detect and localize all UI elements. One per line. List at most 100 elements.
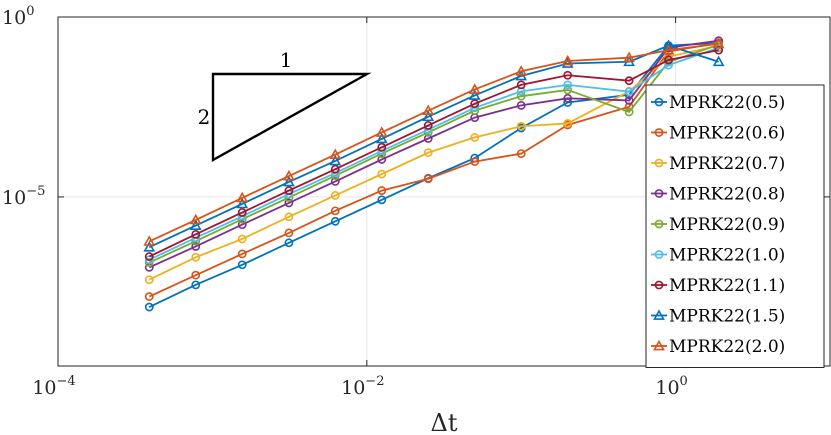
series-line	[148, 42, 719, 243]
data-point	[284, 186, 294, 195]
data-point	[284, 238, 294, 248]
data-point	[468, 83, 481, 94]
data-point	[284, 228, 294, 238]
data-point	[422, 104, 435, 116]
data-point	[714, 45, 724, 55]
data-point	[329, 154, 342, 166]
data-point	[283, 175, 295, 187]
slope-triangle-side-label: 2	[198, 105, 211, 129]
legend-label: MPRK22(1.1)	[669, 276, 785, 296]
data-point	[664, 60, 673, 70]
series-2	[144, 41, 724, 285]
x-tick-label: 10−2	[341, 374, 384, 399]
legend: MPRK22(0.5) MPRK22(0.6) MPRK22(0.7) MPRK22(…	[645, 84, 825, 368]
data-point	[237, 234, 247, 244]
legend-item: MPRK22(0.9)	[651, 215, 785, 235]
data-point	[375, 132, 388, 144]
legend-swatch-marker	[654, 250, 664, 259]
y-tick-label: 10−5	[2, 184, 45, 209]
data-point	[516, 121, 526, 131]
data-point	[144, 275, 154, 285]
data-point	[563, 119, 573, 128]
data-point	[664, 55, 673, 65]
x-tick-label: 10−4	[32, 374, 75, 399]
series-0	[144, 38, 724, 312]
data-point	[470, 99, 480, 109]
legend-item: MPRK22(1.0)	[651, 246, 785, 266]
data-point	[236, 197, 249, 209]
data-point	[624, 107, 634, 117]
legend-swatch-marker	[654, 97, 664, 107]
data-point	[143, 235, 156, 246]
legend-swatch-marker	[654, 189, 664, 198]
data-point	[144, 252, 154, 261]
series-1	[144, 38, 724, 301]
data-point	[624, 76, 634, 86]
data-point	[329, 148, 342, 159]
data-point	[561, 54, 574, 66]
series-group	[143, 36, 725, 312]
data-point	[237, 260, 247, 270]
legend-swatch-marker	[654, 219, 664, 229]
legend-label: MPRK22(0.5)	[669, 93, 785, 113]
data-point	[563, 70, 573, 80]
legend-label: MPRK22(0.8)	[669, 185, 785, 205]
series-line	[148, 42, 719, 308]
series-line	[148, 49, 719, 258]
data-point	[422, 110, 435, 122]
data-point	[712, 55, 725, 67]
series-line	[148, 39, 719, 269]
data-point	[662, 43, 675, 55]
data-point	[377, 169, 387, 179]
data-point	[377, 142, 387, 152]
legend-swatch-marker	[654, 280, 664, 290]
data-point	[191, 252, 201, 262]
data-point	[516, 149, 526, 158]
legend-swatch-marker	[654, 158, 664, 168]
data-point	[330, 216, 340, 226]
data-point	[516, 91, 526, 101]
data-point	[189, 219, 202, 230]
x-axis-label-text: Δt	[431, 409, 458, 435]
data-point	[189, 213, 202, 225]
data-point	[330, 206, 340, 216]
legend-swatch-marker	[653, 309, 665, 320]
data-point	[191, 242, 201, 251]
data-point	[237, 220, 247, 230]
data-point	[237, 208, 247, 217]
data-point	[561, 57, 574, 68]
series-3	[144, 36, 724, 272]
data-point	[563, 93, 573, 103]
data-point	[144, 292, 154, 301]
legend-label: MPRK22(2.0)	[669, 337, 785, 357]
slope-triangle: 1 2	[198, 48, 372, 163]
data-point	[377, 195, 387, 205]
slope-triangle-top-label: 1	[280, 48, 293, 72]
data-point	[423, 134, 433, 143]
legend-box	[645, 84, 825, 368]
data-point	[191, 280, 201, 290]
data-point	[143, 241, 156, 252]
data-point	[515, 65, 528, 76]
data-point	[330, 164, 340, 174]
legend-label: MPRK22(1.0)	[669, 246, 785, 266]
data-point	[283, 169, 295, 181]
data-point	[423, 121, 433, 130]
legend-item: MPRK22(0.5)	[651, 93, 785, 113]
data-point	[516, 80, 526, 90]
data-point	[284, 212, 294, 222]
legend-swatch-marker	[653, 339, 665, 351]
data-point	[236, 191, 249, 203]
data-point	[237, 249, 247, 259]
series-6	[144, 45, 724, 261]
data-point	[330, 176, 340, 186]
legend-item: MPRK22(1.5)	[651, 307, 785, 327]
data-point	[144, 302, 154, 312]
data-point	[624, 87, 634, 97]
legend-swatch-marker	[654, 128, 664, 137]
data-point	[712, 37, 725, 49]
y-tick-label: 100	[2, 4, 34, 29]
legend-label: MPRK22(0.6)	[669, 124, 785, 144]
legend-label: MPRK22(0.7)	[669, 154, 785, 174]
